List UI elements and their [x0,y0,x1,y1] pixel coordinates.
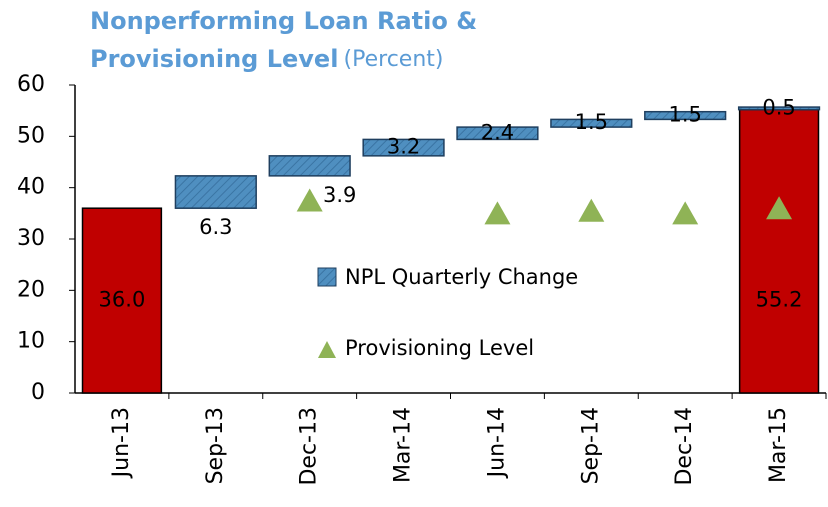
x-tick-label: Dec-14 [672,407,697,486]
value-label: 3.9 [323,183,356,207]
y-tick-label: 40 [17,175,45,200]
provisioning-marker [484,201,511,225]
value-label: 6.3 [199,215,232,239]
change-bar [268,155,351,177]
provisioning-marker [766,196,793,220]
value-label: 3.2 [387,135,420,159]
x-tick-label: Dec-13 [297,407,322,486]
provisioning-marker [296,188,323,212]
y-tick-label: 10 [17,329,45,354]
x-tick-label: Sep-13 [203,407,228,484]
chart-title-line: Provisioning Level (Percent) [90,45,443,73]
change-bar [737,106,821,111]
value-label: 2.4 [481,120,514,144]
value-label: 1.5 [668,103,701,127]
legend-marker [318,341,336,358]
x-tick-label: Sep-14 [578,407,603,484]
y-tick-label: 30 [17,226,45,251]
total-bar [81,207,163,394]
legend-label: NPL Quarterly Change [345,265,578,289]
change-bar [456,126,539,141]
change-bar [174,175,257,209]
x-tick-label: Mar-15 [766,407,791,483]
y-tick-label: 0 [31,380,45,405]
legend-swatch [317,267,337,287]
change-bar [550,118,633,128]
chart-subtitle: (Percent) [344,47,444,72]
value-label: 55.2 [756,287,803,311]
y-tick-label: 60 [17,72,45,97]
value-label: 36.0 [99,287,146,311]
chart-title: Nonperforming Loan Ratio & [90,7,477,35]
x-tick-label: Mar-14 [391,407,416,483]
total-bar [738,108,820,394]
change-bar [644,110,727,121]
value-label: 1.5 [575,110,608,134]
x-tick-label: Jun-14 [484,407,509,479]
provisioning-marker [672,201,699,225]
value-label: 0.5 [762,95,795,119]
provisioning-marker [578,198,605,222]
y-tick-label: 20 [17,277,45,302]
chart-title: Provisioning Level [90,45,338,73]
change-bar [362,138,445,157]
legend-label: Provisioning Level [345,336,534,360]
y-tick-label: 50 [17,123,45,148]
x-tick-label: Jun-13 [109,407,134,479]
